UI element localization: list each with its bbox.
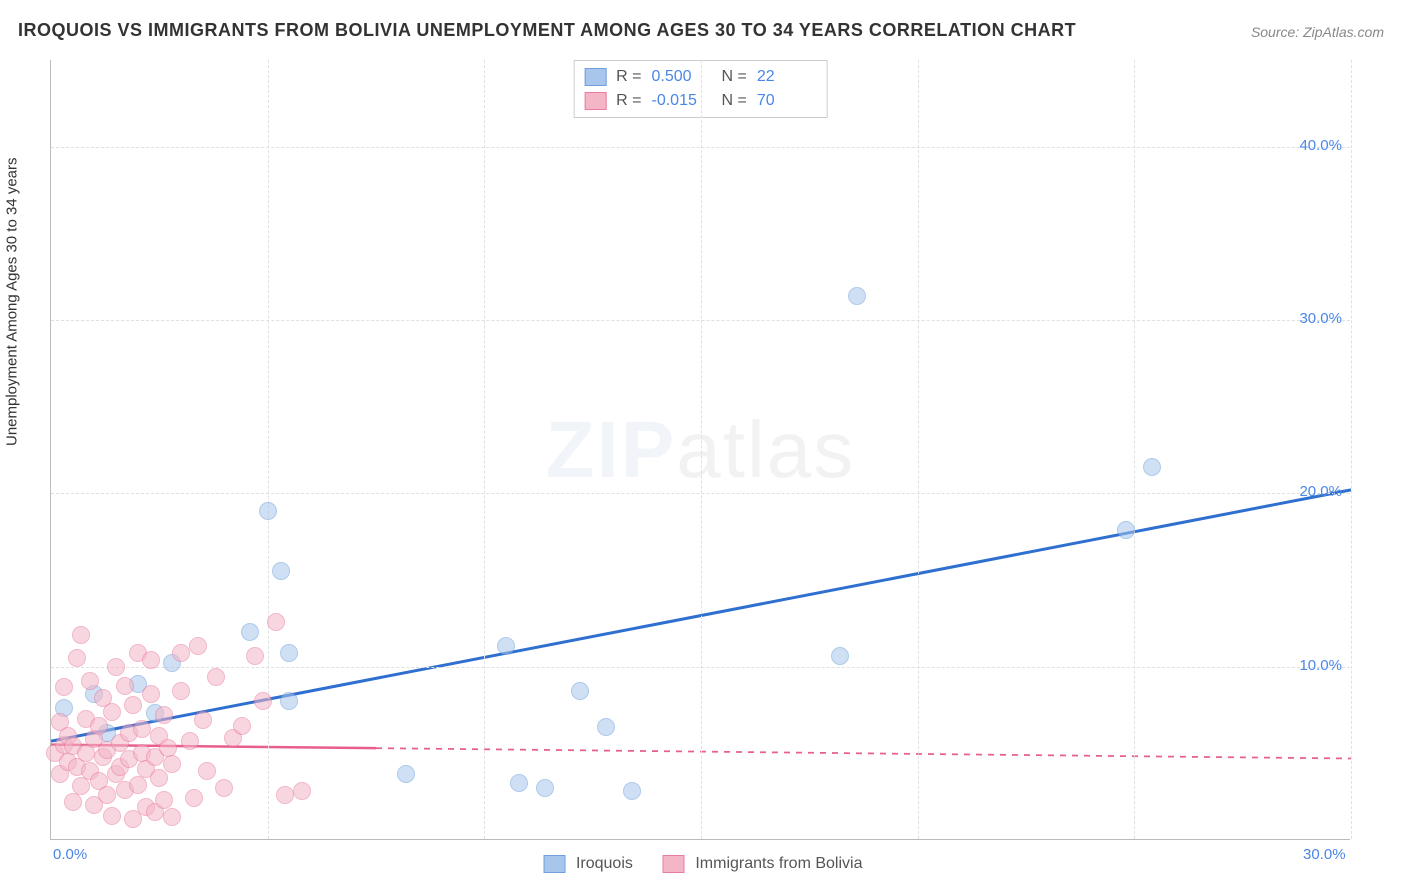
legend-swatch-bolivia	[584, 92, 606, 110]
data-point	[276, 786, 294, 804]
data-point	[142, 651, 160, 669]
data-point	[497, 637, 515, 655]
x-tick-label: 30.0%	[1303, 846, 1346, 863]
data-point	[597, 718, 615, 736]
y-tick-label: 20.0%	[1299, 483, 1342, 500]
legend-r-value-iroquois: 0.500	[652, 65, 712, 89]
legend-swatch-iroquois	[544, 855, 566, 873]
data-point	[397, 765, 415, 783]
watermark-zip: ZIP	[546, 405, 676, 494]
data-point	[536, 779, 554, 797]
data-point	[155, 791, 173, 809]
legend-n-label: N =	[722, 65, 747, 89]
y-axis-label: Unemployment Among Ages 30 to 34 years	[4, 157, 21, 446]
data-point	[185, 789, 203, 807]
data-point	[172, 682, 190, 700]
data-point	[133, 720, 151, 738]
data-point	[129, 776, 147, 794]
plot-area: ZIPatlas R = 0.500 N = 22 R = -0.015 N =…	[50, 60, 1350, 840]
data-point	[215, 779, 233, 797]
data-point	[207, 668, 225, 686]
data-point	[72, 777, 90, 795]
legend-r-label: R =	[616, 65, 641, 89]
chart-container: IROQUOIS VS IMMIGRANTS FROM BOLIVIA UNEM…	[0, 0, 1406, 892]
gridline-v	[701, 60, 702, 839]
data-point	[155, 706, 173, 724]
data-point	[107, 658, 125, 676]
data-point	[246, 647, 264, 665]
legend-n-value-bolivia: 70	[757, 89, 817, 113]
y-tick-label: 40.0%	[1299, 137, 1342, 154]
gridline-v	[268, 60, 269, 839]
legend-item-iroquois: Iroquois	[544, 855, 633, 873]
data-point	[194, 711, 212, 729]
data-point	[64, 793, 82, 811]
data-point	[510, 774, 528, 792]
data-point	[623, 782, 641, 800]
data-point	[831, 647, 849, 665]
data-point	[259, 502, 277, 520]
source-label: Source: ZipAtlas.com	[1251, 24, 1384, 40]
legend-label-bolivia: Immigrants from Bolivia	[695, 855, 862, 872]
data-point	[90, 717, 108, 735]
legend-swatch-bolivia	[663, 855, 685, 873]
data-point	[72, 626, 90, 644]
legend-series: Iroquois Immigrants from Bolivia	[544, 855, 863, 873]
data-point	[241, 623, 259, 641]
data-point	[163, 808, 181, 826]
data-point	[150, 769, 168, 787]
data-point	[233, 717, 251, 735]
data-point	[98, 786, 116, 804]
data-point	[68, 649, 86, 667]
data-point	[124, 696, 142, 714]
data-point	[116, 677, 134, 695]
gridline-v	[484, 60, 485, 839]
legend-swatch-iroquois	[584, 68, 606, 86]
gridline-v	[1351, 60, 1352, 839]
gridline-v	[1134, 60, 1135, 839]
data-point	[198, 762, 216, 780]
data-point	[848, 287, 866, 305]
data-point	[571, 682, 589, 700]
data-point	[272, 562, 290, 580]
data-point	[1117, 521, 1135, 539]
data-point	[293, 782, 311, 800]
y-tick-label: 30.0%	[1299, 310, 1342, 327]
legend-n-value-iroquois: 22	[757, 65, 817, 89]
data-point	[280, 644, 298, 662]
data-point	[267, 613, 285, 631]
legend-label-iroquois: Iroquois	[576, 855, 633, 872]
data-point	[172, 644, 190, 662]
data-point	[181, 732, 199, 750]
data-point	[81, 672, 99, 690]
data-point	[142, 685, 160, 703]
data-point	[55, 678, 73, 696]
legend-n-label: N =	[722, 89, 747, 113]
data-point	[103, 703, 121, 721]
data-point	[103, 807, 121, 825]
legend-item-bolivia: Immigrants from Bolivia	[663, 855, 863, 873]
data-point	[254, 692, 272, 710]
data-point	[163, 755, 181, 773]
data-point	[280, 692, 298, 710]
legend-r-value-bolivia: -0.015	[652, 89, 712, 113]
legend-r-label: R =	[616, 89, 641, 113]
data-point	[1143, 458, 1161, 476]
chart-title: IROQUOIS VS IMMIGRANTS FROM BOLIVIA UNEM…	[18, 20, 1076, 41]
data-point	[189, 637, 207, 655]
watermark-atlas: atlas	[676, 405, 855, 494]
gridline-v	[918, 60, 919, 839]
x-tick-label: 0.0%	[53, 846, 87, 863]
y-tick-label: 10.0%	[1299, 657, 1342, 674]
